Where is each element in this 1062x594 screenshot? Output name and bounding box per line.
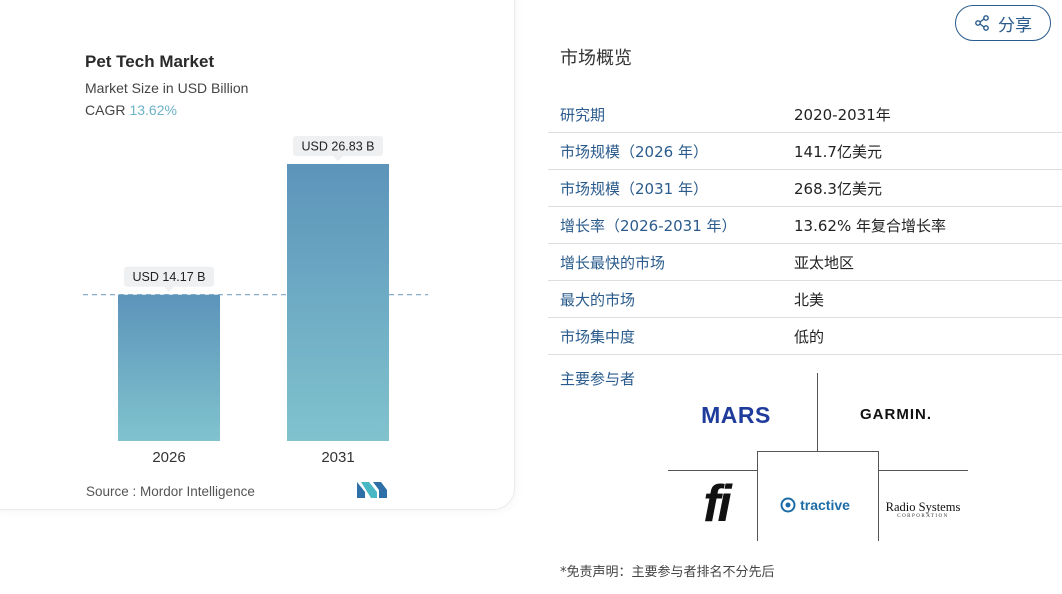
stats-key: 市场规模（2026 年） bbox=[560, 142, 708, 161]
stats-key: 市场集中度 bbox=[560, 327, 636, 346]
disclaimer-text: *免责声明：主要参与者排名不分先后 bbox=[560, 565, 775, 580]
stats-value: 141.7亿美元 bbox=[794, 142, 882, 161]
data-label-2031: USD 26.83 B bbox=[302, 140, 375, 154]
stats-value: 268.3亿美元 bbox=[794, 179, 882, 198]
radio-systems-logo: Radio Systems CORPORATION bbox=[884, 498, 962, 522]
stats-value: 2020-2031年 bbox=[794, 105, 891, 124]
radio-systems-subline: CORPORATION bbox=[897, 514, 949, 520]
chart-title: Pet Tech Market bbox=[85, 52, 215, 71]
cagr-value: 13.62% bbox=[129, 102, 177, 118]
grid-divider bbox=[757, 451, 879, 452]
stats-key: 增长率（2026-2031 年） bbox=[560, 216, 737, 235]
stats-row-fastest-market: 增长最快的市场 亚太地区 bbox=[548, 244, 1062, 281]
chart-cagr: CAGR 13.62% bbox=[85, 102, 177, 118]
tractive-logo: tractive bbox=[778, 492, 852, 518]
bar-2026 bbox=[118, 294, 220, 441]
stats-row-largest-market: 最大的市场 北美 bbox=[548, 281, 1062, 318]
grid-divider bbox=[817, 373, 818, 451]
players-logo-grid bbox=[668, 373, 968, 541]
share-button[interactable]: 分享 bbox=[955, 5, 1051, 41]
tractive-pin-icon bbox=[780, 497, 796, 513]
stats-row-growth-rate: 增长率（2026-2031 年） 13.62% 年复合增长率 bbox=[548, 207, 1062, 244]
stats-key: 研究期 bbox=[560, 105, 606, 124]
grid-divider bbox=[878, 451, 879, 541]
stats-row-concentration: 市场集中度 低的 bbox=[548, 318, 1062, 355]
tractive-wordmark: tractive bbox=[800, 497, 850, 513]
fi-logo: fi bbox=[703, 475, 732, 533]
data-label-pointer bbox=[333, 156, 343, 161]
data-label-2026: USD 14.17 B bbox=[133, 270, 206, 284]
grid-divider bbox=[668, 470, 757, 471]
x-tick-label-2031: 2031 bbox=[321, 449, 354, 466]
bar-2031 bbox=[287, 164, 389, 441]
cagr-label: CAGR bbox=[85, 102, 126, 118]
stats-row-market-size-2026: 市场规模（2026 年） 141.7亿美元 bbox=[548, 133, 1062, 170]
x-tick-label-2026: 2026 bbox=[152, 449, 185, 466]
data-label-bg bbox=[293, 136, 383, 156]
mars-logo: MARS bbox=[701, 401, 771, 428]
stats-key: 最大的市场 bbox=[560, 290, 636, 309]
grid-divider bbox=[878, 470, 968, 471]
share-icon bbox=[975, 15, 989, 31]
radio-systems-wordmark: Radio Systems bbox=[885, 499, 961, 514]
stats-row-market-size-2031: 市场规模（2031 年） 268.3亿美元 bbox=[548, 170, 1062, 207]
data-label-pointer bbox=[164, 286, 174, 292]
major-players-label: 主要参与者 bbox=[560, 370, 636, 388]
garmin-logo: GARMIN. bbox=[860, 405, 932, 423]
stats-value: 亚太地区 bbox=[794, 253, 855, 272]
share-label: 分享 bbox=[998, 15, 1032, 36]
chart-source: Source : Mordor Intelligence bbox=[86, 484, 255, 499]
chart-subtitle: Market Size in USD Billion bbox=[85, 80, 249, 96]
stats-row-study-period: 研究期 2020-2031年 bbox=[548, 96, 1062, 133]
stats-value: 13.62% 年复合增长率 bbox=[794, 216, 946, 235]
overview-title: 市场概览 bbox=[560, 48, 632, 69]
market-chart-card bbox=[0, 0, 515, 510]
data-label-bg bbox=[124, 266, 214, 287]
grid-divider bbox=[757, 451, 758, 541]
market-stats-table: 研究期 2020-2031年 市场规模（2026 年） 141.7亿美元 市场规… bbox=[548, 96, 1062, 355]
mordor-intelligence-logo-icon bbox=[357, 482, 387, 498]
bar-chart: USD 14.17 B 2026 USD 26.83 B 2031 bbox=[83, 136, 428, 466]
stats-value: 低的 bbox=[794, 327, 825, 346]
stats-key: 市场规模（2031 年） bbox=[560, 179, 708, 198]
stats-value: 北美 bbox=[794, 290, 825, 309]
stats-key: 增长最快的市场 bbox=[560, 253, 666, 272]
